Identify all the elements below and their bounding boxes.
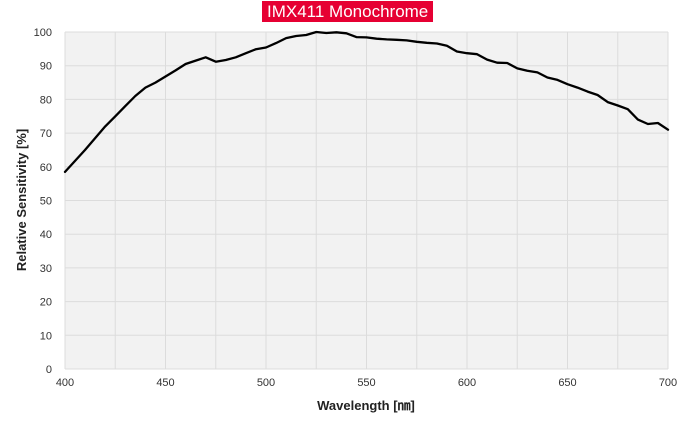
y-tick-label: 20 <box>40 297 52 309</box>
x-tick-label: 600 <box>458 377 476 389</box>
tick-labels: 0 10 20 30 40 50 60 70 80 90 100 400 450 500 550 600 650… <box>34 27 678 389</box>
x-tick-label: 700 <box>659 377 677 389</box>
series-layer <box>63 30 670 174</box>
y-tick-label: 60 <box>40 162 52 174</box>
y-axis-title: Relative Sensitivity [%] <box>14 129 29 271</box>
x-tick-label: 650 <box>558 377 576 389</box>
x-axis-title: Wavelength [㎚] <box>317 398 415 413</box>
x-tick-label: 550 <box>357 377 375 389</box>
y-tick-label: 30 <box>40 263 52 275</box>
y-tick-label: 70 <box>40 128 52 140</box>
chart-title: IMX411 Monochrome <box>262 1 434 22</box>
grid-lines <box>64 31 669 370</box>
x-tick-label: 500 <box>257 377 275 389</box>
y-tick-label: 90 <box>40 61 52 73</box>
x-tick-label: 400 <box>56 377 74 389</box>
y-tick-label: 0 <box>46 364 52 376</box>
y-tick-label: 50 <box>40 196 52 208</box>
y-tick-label: 80 <box>40 94 52 106</box>
sensitivity-series-line <box>63 30 670 174</box>
y-tick-label: 100 <box>34 27 52 39</box>
y-tick-label: 40 <box>40 229 52 241</box>
x-tick-label: 450 <box>156 377 174 389</box>
y-tick-label: 10 <box>40 330 52 342</box>
